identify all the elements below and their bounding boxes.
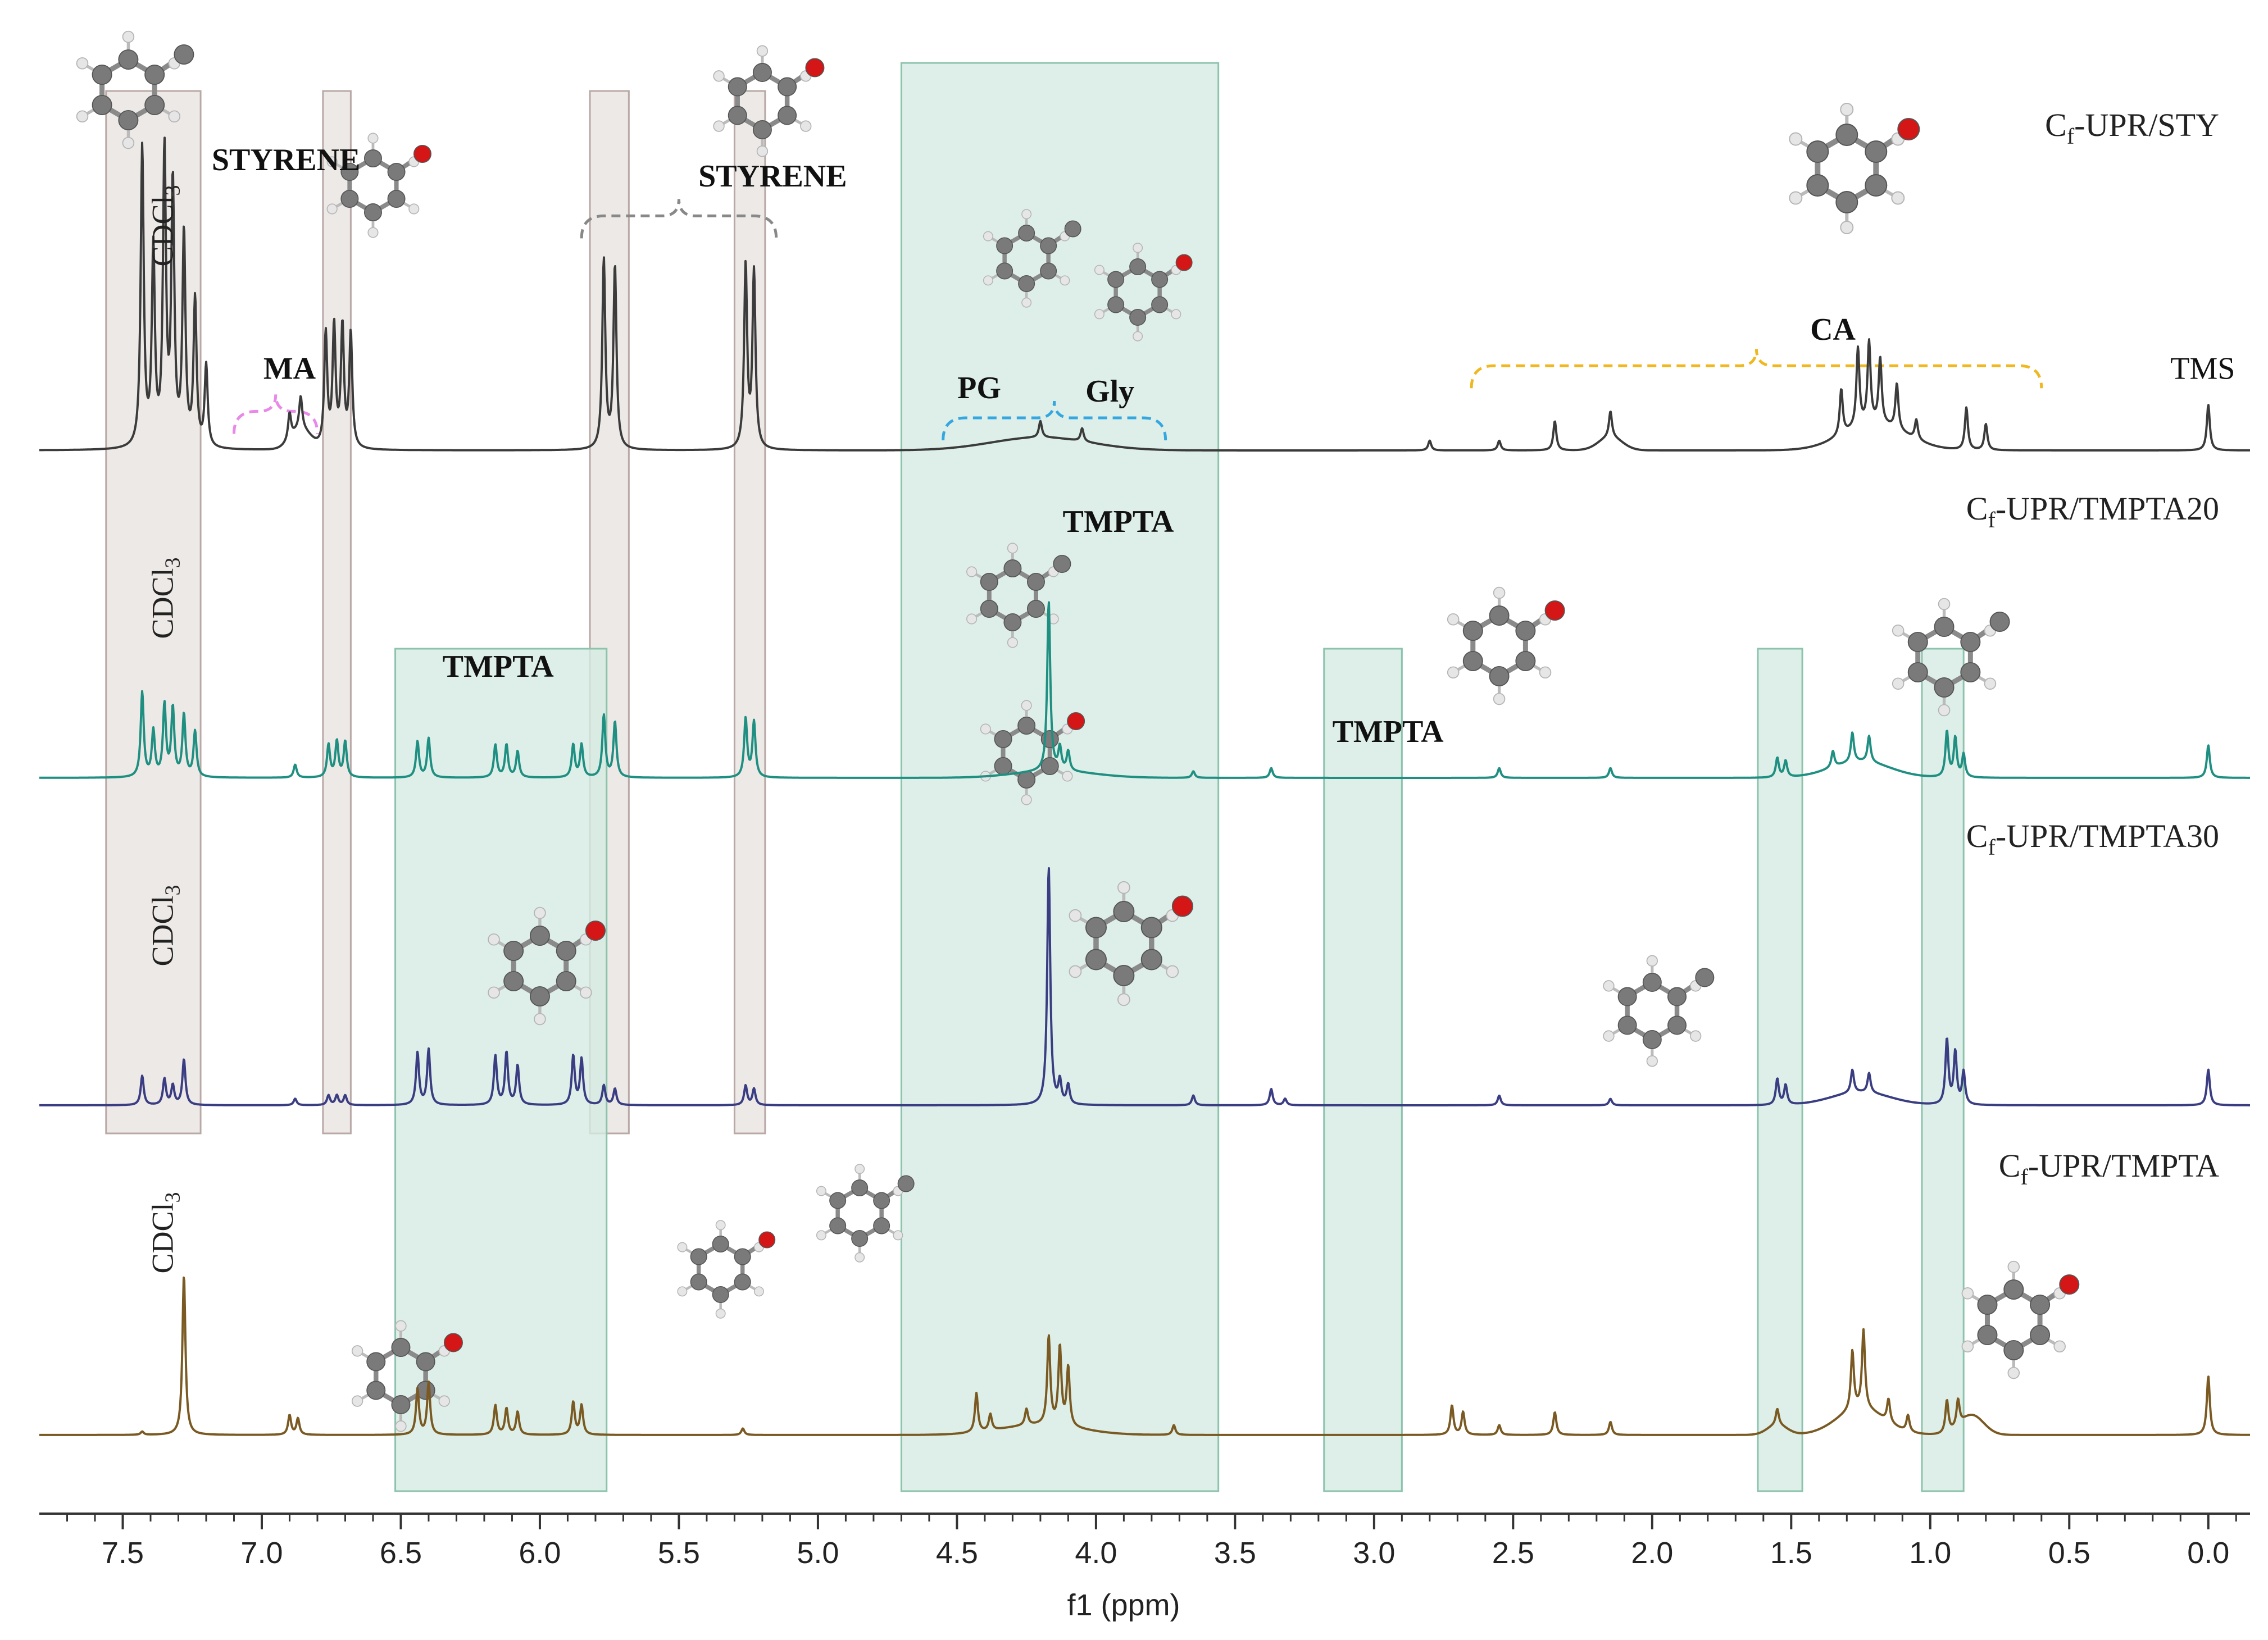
solvent-label-sub-2: 3 (161, 885, 184, 895)
molecule-0 (76, 30, 194, 149)
molecule-16 (1961, 1260, 2080, 1379)
series-label-sub-2: f (1988, 835, 1996, 860)
series-label-main-0: C (2045, 107, 2067, 143)
bracket-2 (942, 400, 1167, 441)
molecule-12 (1603, 955, 1715, 1067)
highlight-regions (105, 62, 1965, 1492)
x-tick-label-15: 0.0 (2187, 1536, 2229, 1570)
series-label-rest-2: -UPR/TMPTA30 (1996, 818, 2219, 854)
annotation-9: TMPTA (1333, 714, 1444, 749)
annotation-5: CA (1810, 312, 1856, 347)
series-label-sub-0: f (2067, 124, 2075, 149)
solvent-label-sub-1: 3 (161, 557, 184, 568)
x-tick-label-1: 7.0 (240, 1536, 283, 1570)
x-tick-label-11: 2.0 (1631, 1536, 1673, 1570)
molecule-3 (983, 209, 1081, 308)
solvent-label-3: CDCl3 (146, 1192, 184, 1273)
spectrum-line-2 (39, 867, 2251, 1106)
x-tick-label-0: 7.5 (102, 1536, 144, 1570)
annotation-brackets (232, 199, 2043, 441)
series-label-main-3: C (1999, 1147, 2021, 1184)
x-tick-label-10: 2.5 (1492, 1536, 1534, 1570)
solvent-label-sub-0: 3 (161, 185, 184, 195)
annotation-6: TMS (2170, 351, 2235, 386)
molecule-14 (677, 1220, 776, 1319)
molecule-5 (1789, 103, 1920, 234)
series-label-main-2: C (1966, 818, 1988, 854)
peak-annotations: STYRENE STYRENE MA PG Gly CA TMS TMPTA TMPTA TMPT… (212, 143, 2235, 749)
series-label-rest-0: -UPR/STY (2074, 107, 2219, 143)
x-tick-label-4: 5.5 (658, 1536, 700, 1570)
molecule-10 (488, 906, 606, 1026)
annotation-1: STYRENE (698, 159, 847, 194)
molecule-9 (1892, 598, 2010, 717)
solvent-label-sub-3: 3 (161, 1192, 184, 1202)
highlight-region-green-6 (1323, 648, 1403, 1492)
x-tick-label-14: 0.5 (2048, 1536, 2090, 1570)
series-label-3: Cf-UPR/TMPTA (1999, 1147, 2219, 1190)
solvent-label-0: CDCl3 (146, 185, 184, 266)
x-tick-label-5: 5.0 (797, 1536, 839, 1570)
highlight-region-green-7 (1757, 648, 1803, 1492)
x-axis-label: f1 (ppm) (1067, 1588, 1180, 1622)
spectrum-line-0 (39, 136, 2251, 452)
x-tick-label-8: 3.5 (1214, 1536, 1256, 1570)
molecule-1 (326, 133, 431, 238)
molecule-6 (966, 543, 1071, 648)
annotation-3: PG (957, 371, 1001, 406)
molecule-11 (1069, 881, 1193, 1006)
annotation-0: STYRENE (212, 143, 361, 177)
x-tick-label-12: 1.5 (1770, 1536, 1812, 1570)
highlight-region-gray-2 (589, 90, 630, 1135)
annotation-4: Gly (1085, 374, 1134, 409)
solvent-label-text-1: CDCl (146, 568, 179, 639)
x-tick-label-7: 4.0 (1075, 1536, 1117, 1570)
x-tick-label-13: 1.0 (1909, 1536, 1951, 1570)
x-tick-label-9: 3.0 (1353, 1536, 1395, 1570)
highlight-region-gray-1 (322, 90, 352, 1135)
x-tick-label-2: 6.5 (380, 1536, 422, 1570)
series-label-rest-3: -UPR/TMPTA (2028, 1147, 2219, 1184)
series-label-1: Cf-UPR/TMPTA20 (1966, 490, 2219, 532)
x-tick-label-3: 6.0 (519, 1536, 561, 1570)
series-label-0: Cf-UPR/STY (2045, 107, 2219, 149)
highlight-region-gray-3 (733, 90, 766, 1135)
molecule-drawings (76, 30, 2080, 1432)
series-label-sub-3: f (2020, 1164, 2028, 1190)
solvent-label-1: CDCl3 (146, 557, 184, 639)
molecule-8 (1447, 586, 1565, 705)
annotation-7: TMPTA (443, 649, 554, 684)
series-label-rest-1: -UPR/TMPTA20 (1996, 490, 2219, 527)
spectrum-line-1 (39, 601, 2251, 779)
solvent-label-2: CDCl3 (146, 885, 184, 966)
solvent-label-text-3: CDCl (146, 1202, 179, 1273)
x-tick-label-6: 4.5 (936, 1536, 978, 1570)
x-axis: 7.5 7.0 6.5 6.0 5.5 5.0 4.5 4.0 3.5 3.0 2.5 2.0 1.5 1… (39, 1513, 2250, 1570)
bracket-3 (1470, 349, 2043, 389)
series-label-main-1: C (1966, 490, 1988, 527)
annotation-2: MA (263, 351, 316, 386)
bracket-1 (580, 199, 778, 239)
annotation-8: TMPTA (1062, 504, 1174, 539)
series-label-2: Cf-UPR/TMPTA30 (1966, 818, 2219, 860)
bracket-0 (232, 394, 319, 434)
molecule-2 (713, 45, 825, 157)
spectrum-line-3 (39, 1276, 2251, 1436)
molecule-13 (351, 1320, 463, 1432)
molecule-4 (1094, 243, 1193, 341)
spectra: Cf-UPR/STYCDCl3Cf-UPR/TMPTA20CDCl3Cf-UPR… (39, 107, 2251, 1436)
solvent-label-text-0: CDCl (146, 195, 179, 266)
solvent-label-text-2: CDCl (146, 895, 179, 966)
series-label-sub-1: f (1988, 507, 1996, 532)
molecule-15 (816, 1164, 915, 1263)
